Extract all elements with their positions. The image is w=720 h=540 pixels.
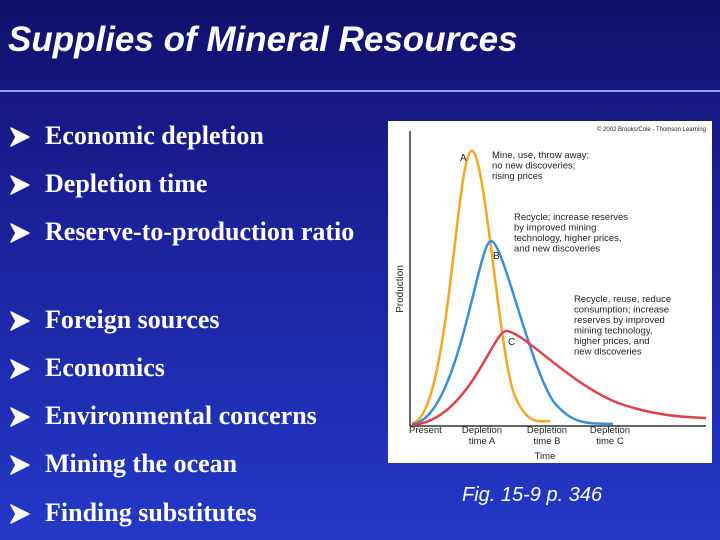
figure-caption: Fig. 15-9 p. 346 xyxy=(462,484,603,506)
bullet-text: Economics xyxy=(45,353,165,382)
curve-note: new discoveries xyxy=(574,347,642,358)
curve-note: Recycle, reuse, reduce xyxy=(574,294,671,305)
curve-note: reserves by improved xyxy=(574,315,665,326)
bullet-arrow xyxy=(10,359,30,379)
bullet-arrow xyxy=(10,407,30,427)
curve-note: no new discoveries; xyxy=(492,161,575,172)
bullet-text: Foreign sources xyxy=(45,305,220,334)
curve-label: A xyxy=(460,153,467,164)
bullet-arrow xyxy=(10,311,30,331)
bullet-arrow xyxy=(10,175,30,195)
bullet-arrow xyxy=(10,504,30,524)
bullet-text: Finding substitutes xyxy=(45,498,257,527)
curve xyxy=(411,239,614,426)
curve-note: by improved mining xyxy=(514,223,596,234)
x-tick-label: time C xyxy=(596,436,624,447)
x-tick-label: time B xyxy=(534,436,561,447)
curve-label: B xyxy=(493,251,500,262)
curve xyxy=(411,329,707,427)
y-axis-label: Production xyxy=(395,265,406,313)
x-tick-label: Depletion xyxy=(527,425,567,436)
curve-note: and new discoveries xyxy=(514,244,600,255)
title-rule xyxy=(0,90,720,92)
curve-note: technology, higher prices, xyxy=(514,233,622,244)
curve-note: consumption; increase xyxy=(574,305,669,316)
copyright: © 2002 Brooks/Cole - Thomson Learning xyxy=(597,126,706,133)
curve-note: higher prices, and xyxy=(574,336,650,347)
curve-label: C xyxy=(508,337,515,348)
bullet-text: Economic depletion xyxy=(45,121,264,150)
slide-title: Supplies of Mineral Resources xyxy=(8,20,518,59)
curve-note: Mine, use, throw away; xyxy=(492,150,589,161)
bullet-arrow xyxy=(10,455,30,475)
x-tick-label: Depletion xyxy=(590,425,630,436)
bullet-arrow xyxy=(10,127,30,147)
curve-note: rising prices xyxy=(492,171,543,182)
bullet-text: Reserve-to-production ratio xyxy=(45,217,355,246)
x-tick-label: Depletion xyxy=(462,425,502,436)
bullet-text: Mining the ocean xyxy=(45,449,238,478)
bullet-text: Environmental concerns xyxy=(45,401,317,430)
curve-note: mining technology, xyxy=(574,326,653,337)
x-tick-label: time A xyxy=(469,436,496,447)
x-tick-label: Present xyxy=(409,425,442,436)
curve-note: Recycle; increase reserves xyxy=(514,212,628,223)
curve xyxy=(411,149,551,425)
bullet-text: Depletion time xyxy=(45,169,208,198)
figure-background xyxy=(388,121,712,463)
bullet-arrow xyxy=(10,223,30,243)
figure: © 2002 Brooks/Cole - Thomson Learning Pro… xyxy=(388,121,712,463)
x-axis-label: Time xyxy=(535,451,556,462)
